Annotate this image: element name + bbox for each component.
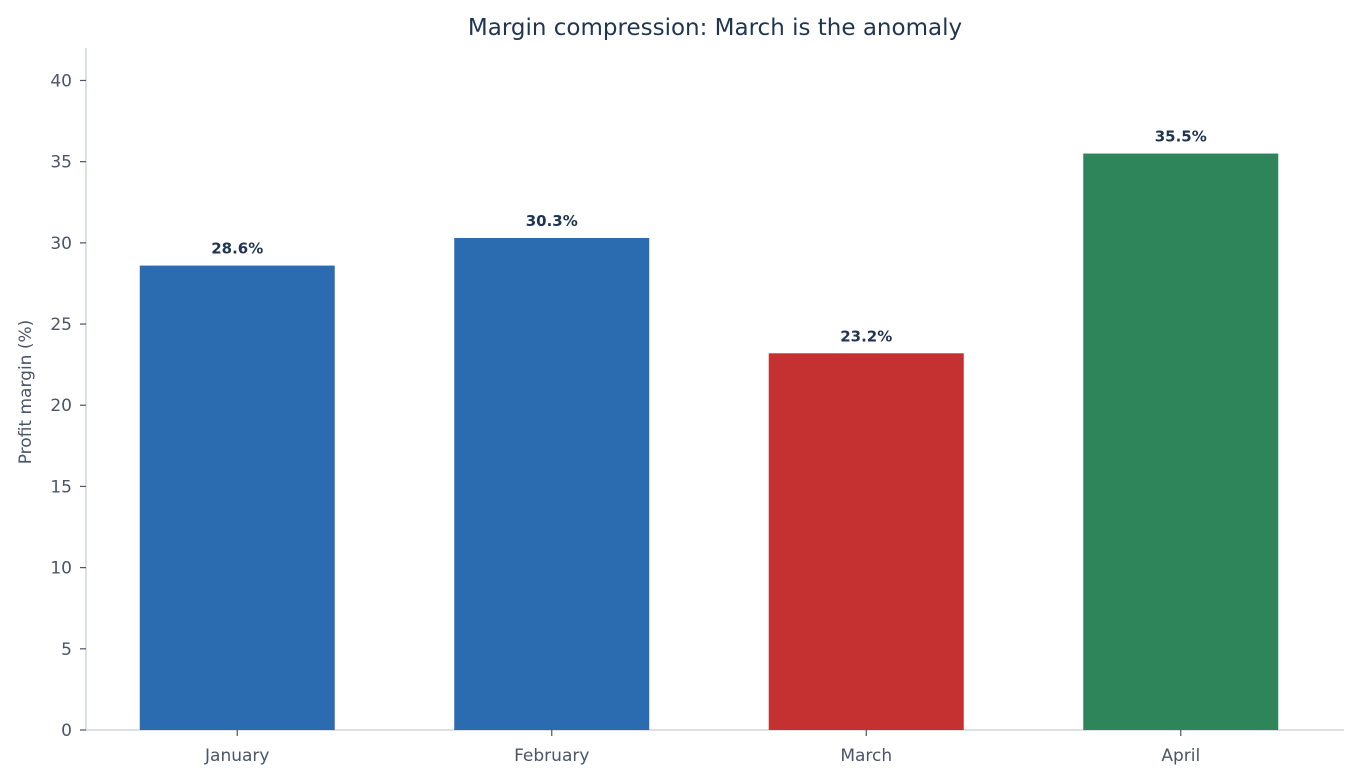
bar-february xyxy=(454,237,650,730)
data-label: 35.5% xyxy=(1155,128,1207,146)
y-tick-label: 25 xyxy=(50,315,72,335)
data-label: 28.6% xyxy=(211,240,263,258)
y-tick-label: 40 xyxy=(50,71,72,91)
data-label: 30.3% xyxy=(526,212,578,230)
y-tick-label: 30 xyxy=(50,234,72,254)
bar-april xyxy=(1083,153,1279,731)
y-tick-label: 0 xyxy=(61,721,72,741)
chart-title: Margin compression: March is the anomaly xyxy=(468,15,962,41)
y-tick-label: 5 xyxy=(61,640,72,660)
y-axis-label: Profit margin (%) xyxy=(16,320,36,465)
data-label: 23.2% xyxy=(840,327,892,345)
x-tick-label: February xyxy=(514,746,589,766)
bar-march xyxy=(768,353,964,730)
y-tick-label: 15 xyxy=(50,477,72,497)
y-tick-label: 20 xyxy=(50,396,72,416)
x-tick-label: March xyxy=(840,746,892,766)
bar-january xyxy=(139,265,335,730)
x-tick-label: April xyxy=(1161,746,1200,766)
plot-area: 0 5 10 15 20 25 30 35 40 28.6% January 30.3% Februar… xyxy=(50,48,1344,766)
x-tick-label: January xyxy=(204,746,269,766)
y-tick-label: 10 xyxy=(50,559,72,579)
y-tick-label: 35 xyxy=(50,153,72,173)
